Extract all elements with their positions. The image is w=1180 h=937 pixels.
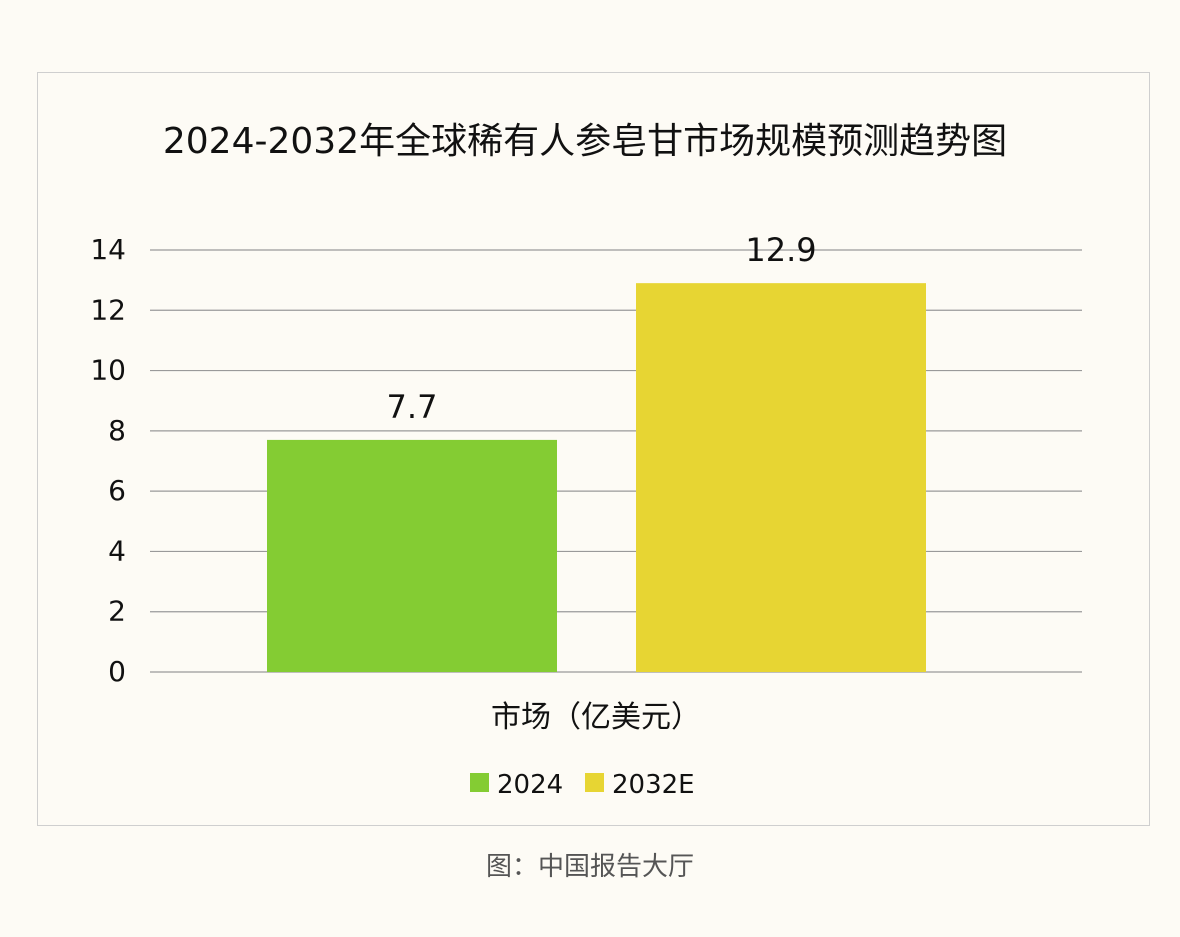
y-tick-label: 6	[108, 474, 126, 507]
y-tick-label: 2	[108, 595, 126, 628]
bar-2024	[267, 439, 557, 672]
y-axis-ticks: 0 2 4 6 8 10 12 14	[90, 233, 126, 688]
y-tick-label: 8	[108, 414, 126, 447]
chart-title: 2024-2032年全球稀有人参皂甘市场规模预测趋势图	[163, 121, 1007, 162]
data-labels: 7.7 12.9	[387, 231, 817, 426]
chart-frame	[37, 72, 1150, 826]
legend: 2024 2032E	[470, 770, 695, 800]
legend-swatch-2032E	[585, 773, 604, 792]
y-tick-label: 14	[90, 233, 126, 266]
legend-label-2032E: 2032E	[612, 770, 695, 800]
bar-2032E	[636, 283, 926, 672]
legend-label-2024: 2024	[497, 770, 563, 800]
y-tick-label: 4	[108, 534, 126, 567]
legend-swatch-2024	[470, 773, 489, 792]
data-label-2024: 7.7	[387, 388, 438, 426]
bars	[267, 283, 926, 672]
y-tick-label: 10	[90, 354, 126, 387]
y-tick-label: 12	[90, 293, 126, 326]
y-tick-label: 0	[108, 655, 126, 688]
data-label-2032E: 12.9	[745, 231, 816, 269]
source-caption: 图：中国报告大厅	[485, 852, 694, 882]
x-axis-label: 市场（亿美元）	[491, 700, 701, 735]
